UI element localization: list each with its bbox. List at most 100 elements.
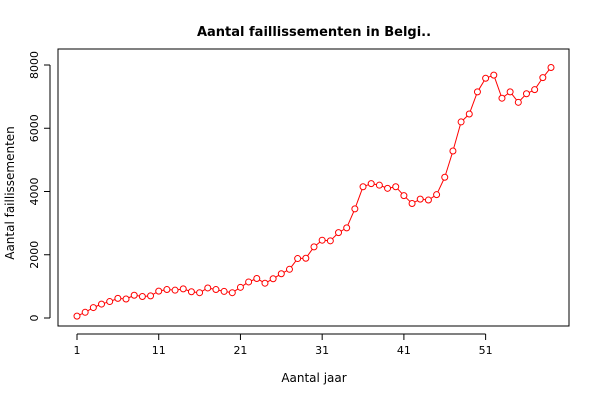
data-point bbox=[245, 278, 253, 286]
x-tick-label: 1 bbox=[74, 344, 81, 357]
series-line-segment bbox=[453, 124, 461, 149]
data-point bbox=[130, 291, 138, 299]
series-line-segment bbox=[494, 77, 502, 96]
data-point bbox=[106, 298, 114, 306]
series-line-segment bbox=[504, 93, 509, 97]
x-tick-label: 31 bbox=[315, 344, 329, 357]
data-point bbox=[392, 183, 400, 191]
data-point bbox=[449, 147, 457, 155]
data-point bbox=[155, 287, 163, 295]
y-tick-label: 6000 bbox=[28, 114, 41, 142]
data-point bbox=[220, 287, 228, 295]
data-point bbox=[196, 289, 204, 297]
series-line-segment bbox=[290, 260, 297, 268]
data-point bbox=[163, 286, 171, 294]
data-point bbox=[73, 312, 81, 320]
data-point bbox=[531, 86, 539, 94]
data-point bbox=[89, 304, 97, 312]
y-axis: 0 2000 4000 6000 8000 bbox=[28, 51, 51, 322]
data-point bbox=[147, 292, 155, 300]
data-point bbox=[138, 292, 146, 300]
y-tick-label: 0 bbox=[28, 315, 41, 322]
data-point bbox=[204, 284, 212, 292]
y-axis-label: Aantal faillissementen bbox=[3, 126, 17, 260]
series-line-segment bbox=[528, 90, 533, 93]
data-point bbox=[498, 94, 506, 102]
x-tick-label: 51 bbox=[479, 344, 493, 357]
series-line-segment bbox=[283, 270, 288, 273]
x-axis-label: Aantal jaar bbox=[281, 371, 346, 385]
data-point bbox=[122, 295, 130, 303]
series-line-segment bbox=[535, 79, 542, 88]
series-line-segment bbox=[355, 189, 363, 207]
series-line-segment bbox=[234, 288, 239, 292]
data-point bbox=[408, 200, 416, 208]
data-point bbox=[424, 196, 432, 204]
data-point bbox=[171, 286, 179, 294]
data-point bbox=[441, 173, 449, 181]
data-point bbox=[522, 90, 530, 98]
series-line-segment bbox=[307, 248, 313, 257]
series-line-segment bbox=[267, 279, 271, 283]
series-line-segment bbox=[87, 308, 92, 312]
data-point bbox=[343, 224, 351, 232]
data-point bbox=[212, 286, 220, 294]
data-point bbox=[367, 180, 375, 188]
series-line-segment bbox=[316, 241, 321, 246]
series-line-segment bbox=[259, 279, 263, 283]
series-line-segment bbox=[340, 228, 345, 232]
series-line-segment bbox=[275, 274, 280, 278]
x-tick-label: 21 bbox=[233, 344, 247, 357]
data-point bbox=[359, 183, 367, 191]
series-line-segment bbox=[242, 283, 247, 287]
series-line-segment bbox=[469, 94, 477, 112]
chart-title: Aantal faillissementen in Belgi.. bbox=[197, 25, 431, 40]
data-point bbox=[285, 265, 293, 273]
data-point bbox=[473, 88, 481, 96]
series-line-segment bbox=[430, 195, 435, 199]
series-line-segment bbox=[332, 234, 337, 240]
data-point bbox=[351, 205, 359, 213]
x-axis: 1 11 21 31 41 51 bbox=[74, 333, 493, 357]
data-point bbox=[236, 283, 244, 291]
data-point bbox=[187, 288, 195, 296]
data-point bbox=[547, 64, 555, 72]
series-layer bbox=[73, 64, 555, 320]
data-point bbox=[375, 181, 383, 189]
series-line-segment bbox=[397, 188, 403, 194]
series-line-segment bbox=[445, 153, 453, 175]
series-line-segment bbox=[511, 93, 517, 101]
series-line-segment bbox=[405, 197, 411, 202]
data-point bbox=[433, 191, 441, 199]
series-line-segment bbox=[79, 313, 83, 316]
plot-frame bbox=[57, 48, 570, 327]
y-tick-label: 2000 bbox=[28, 241, 41, 269]
data-point bbox=[506, 88, 514, 96]
data-point bbox=[318, 236, 326, 244]
series-line-segment bbox=[201, 289, 206, 292]
series-line-segment bbox=[544, 69, 550, 76]
series-line-segment bbox=[520, 95, 525, 101]
data-point bbox=[490, 71, 498, 79]
series-line-segment bbox=[414, 200, 418, 203]
data-point bbox=[228, 289, 236, 297]
data-point bbox=[179, 285, 187, 293]
data-point bbox=[294, 255, 302, 263]
series-line-segment bbox=[462, 115, 468, 121]
data-point bbox=[465, 110, 473, 118]
data-point bbox=[326, 237, 334, 245]
series-line-segment bbox=[478, 80, 485, 90]
data-point bbox=[302, 254, 310, 262]
data-point bbox=[400, 192, 408, 200]
series-line-segment bbox=[128, 296, 132, 299]
series-line-segment bbox=[437, 179, 444, 193]
data-point bbox=[261, 279, 269, 287]
data-point bbox=[457, 118, 465, 126]
data-point bbox=[98, 300, 106, 308]
y-tick-label: 4000 bbox=[28, 178, 41, 206]
data-point bbox=[277, 270, 285, 278]
data-point bbox=[335, 229, 343, 237]
y-tick-label: 8000 bbox=[28, 51, 41, 79]
data-point bbox=[310, 243, 318, 251]
